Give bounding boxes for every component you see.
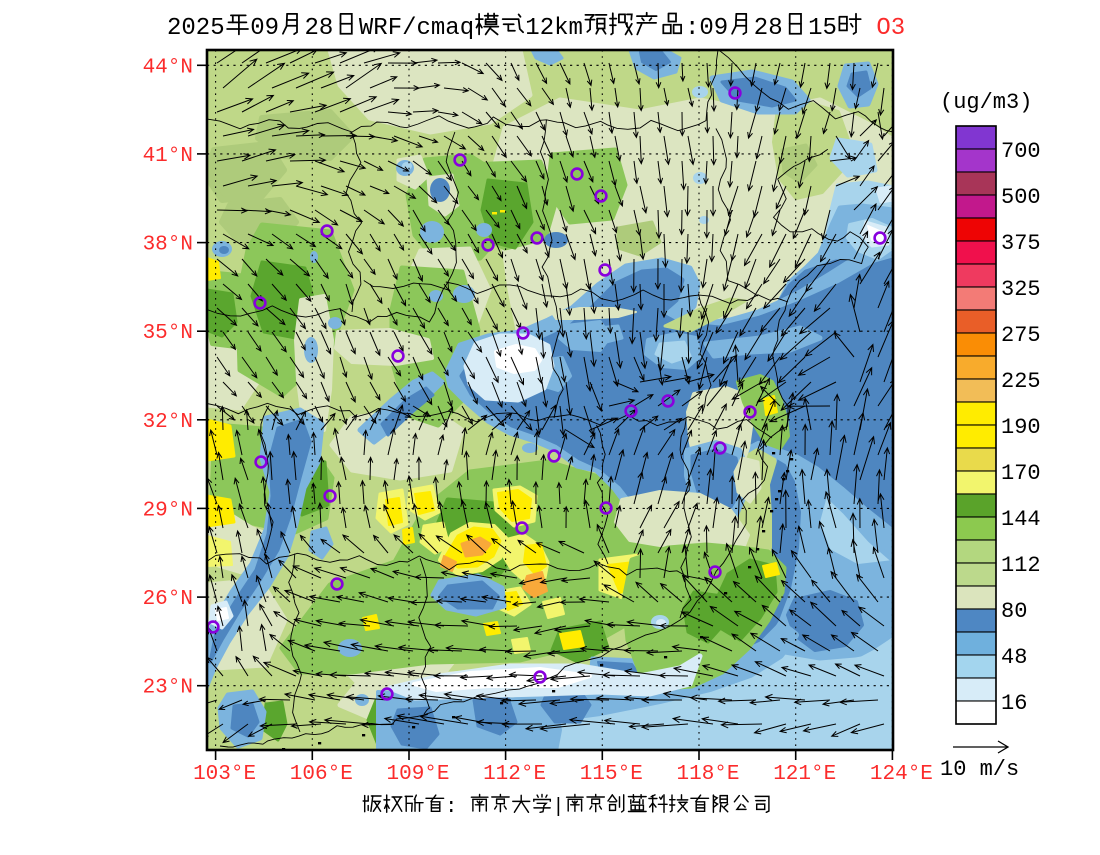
svg-text:190: 190 bbox=[1001, 415, 1041, 440]
svg-text:109°E: 109°E bbox=[386, 763, 449, 786]
svg-text:09: 09 bbox=[250, 15, 279, 42]
svg-text:106°E: 106°E bbox=[290, 763, 353, 786]
svg-text:124°E: 124°E bbox=[870, 763, 933, 786]
svg-text:170: 170 bbox=[1001, 461, 1041, 486]
svg-text:WRF/cmaq: WRF/cmaq bbox=[359, 15, 474, 42]
svg-text:26°N: 26°N bbox=[143, 588, 193, 611]
svg-text:700: 700 bbox=[1001, 139, 1041, 164]
svg-text:375: 375 bbox=[1001, 231, 1041, 256]
svg-text:48: 48 bbox=[1001, 645, 1027, 670]
svg-text:112: 112 bbox=[1001, 553, 1041, 578]
svg-text:10 m/s: 10 m/s bbox=[940, 757, 1019, 782]
svg-text:121°E: 121°E bbox=[773, 763, 836, 786]
svg-text:500: 500 bbox=[1001, 185, 1041, 210]
svg-text:09: 09 bbox=[699, 15, 728, 42]
svg-text:O3: O3 bbox=[876, 15, 905, 42]
svg-text:325: 325 bbox=[1001, 277, 1041, 302]
svg-text:112°E: 112°E bbox=[483, 763, 546, 786]
svg-text:118°E: 118°E bbox=[676, 763, 739, 786]
svg-text:16: 16 bbox=[1001, 691, 1027, 716]
svg-text:29°N: 29°N bbox=[143, 499, 193, 522]
svg-text:15: 15 bbox=[808, 15, 837, 42]
svg-text:28: 28 bbox=[754, 15, 783, 42]
svg-text:35°N: 35°N bbox=[143, 322, 193, 345]
svg-text:2025: 2025 bbox=[167, 15, 225, 42]
svg-text:41°N: 41°N bbox=[143, 145, 193, 168]
svg-text:23°N: 23°N bbox=[143, 677, 193, 700]
svg-text:44°N: 44°N bbox=[143, 56, 193, 79]
svg-text::: : bbox=[445, 796, 469, 819]
svg-text:225: 225 bbox=[1001, 369, 1041, 394]
svg-text:144: 144 bbox=[1001, 507, 1041, 532]
svg-text:28: 28 bbox=[305, 15, 334, 42]
svg-text:80: 80 bbox=[1001, 599, 1027, 624]
svg-text:38°N: 38°N bbox=[143, 234, 193, 257]
svg-text:115°E: 115°E bbox=[580, 763, 643, 786]
svg-text:12km: 12km bbox=[525, 15, 583, 42]
svg-text:|: | bbox=[552, 796, 564, 819]
svg-text:275: 275 bbox=[1001, 323, 1041, 348]
svg-text:103°E: 103°E bbox=[193, 763, 256, 786]
svg-text:(ug/m3): (ug/m3) bbox=[940, 90, 1032, 115]
svg-text::: : bbox=[685, 15, 699, 42]
svg-text:32°N: 32°N bbox=[143, 411, 193, 434]
